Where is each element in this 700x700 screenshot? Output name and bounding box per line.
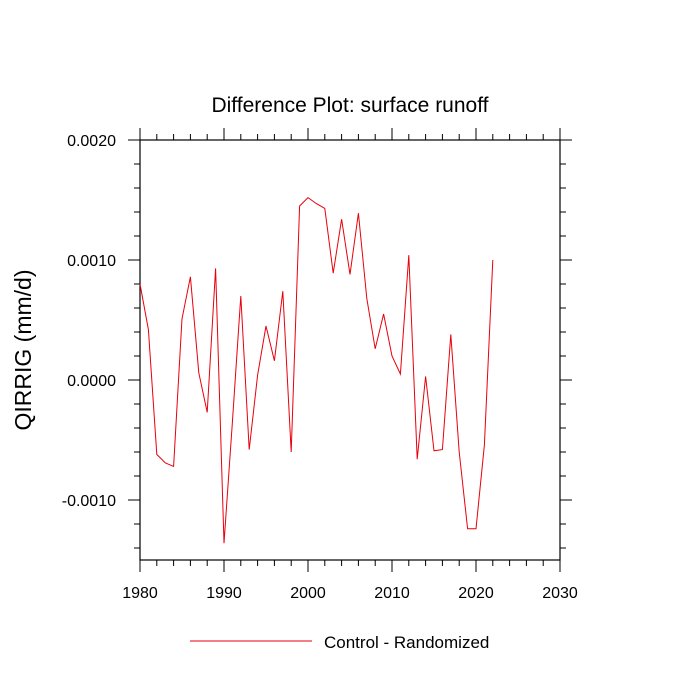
x-tick-label: 2010 [374, 585, 410, 602]
y-tick-label: 0.0010 [67, 253, 116, 270]
legend-label: Control - Randomized [324, 633, 489, 652]
x-tick-label: 1990 [206, 585, 242, 602]
tick-labels-layer: 1980 1990 2000 2010 2020 2030 -0.0010 0.0000 0.0… [62, 133, 578, 602]
y-tick-label: 0.0020 [67, 133, 116, 150]
series-line-0 [139, 196, 494, 544]
y-tick-label: -0.0010 [62, 493, 116, 510]
ticks-layer [128, 128, 572, 572]
plot-frame [139, 139, 561, 561]
y-tick-label: 0.0000 [67, 373, 116, 390]
x-tick-label: 1980 [122, 585, 158, 602]
x-tick-label: 2020 [458, 585, 494, 602]
x-tick-label: 2000 [290, 585, 326, 602]
legend: Control - Randomized [190, 633, 489, 652]
x-tick-label: 2030 [542, 585, 578, 602]
y-axis-label: QIRRIG (mm/d) [10, 270, 36, 431]
chart-title: Difference Plot: surface runoff [211, 94, 488, 117]
series-layer [139, 196, 494, 544]
